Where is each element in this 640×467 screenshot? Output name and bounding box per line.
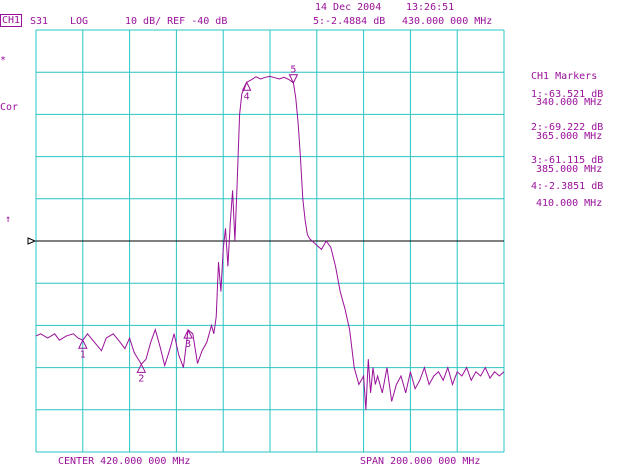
scale-ref-label: 10 dB/ REF -40 dB [125,16,228,27]
trace-s31 [35,75,505,410]
marker-1-value: 1:-63.521 dB [531,89,604,100]
marker-2-triangle-icon [136,363,147,373]
marker-2-label: 2 [138,373,144,384]
marker-3-label: 3 [185,339,191,350]
marker-1-frequency: 340.000 MHz [536,97,603,108]
center-frequency: CENTER 420.000 000 MHz [58,456,191,467]
span-frequency: SPAN 200.000 000 MHz [360,456,481,467]
marker-2-frequency: 365.000 MHz [536,131,603,142]
parameter-label: S31 [30,16,49,27]
reference-pointer-icon [27,237,37,245]
marker-2-value: 2:-69.222 dB [531,122,604,133]
marker-1-triangle-icon [77,339,88,349]
graticule-grid [35,29,505,453]
marker-4-label: 4 [244,91,250,102]
marker-5-label: 5 [290,65,296,76]
star-annotation: * [0,55,7,66]
marker-3-value: 3:-61.115 dB [531,155,604,166]
format-label: LOG [70,16,89,27]
active-marker-frequency: 430.000 000 MHz [402,16,493,27]
channel-indicator[interactable]: CH1 [0,14,23,27]
markers-panel-title: CH1 Markers [531,71,598,82]
reference-arrow-icon: ↑ [5,214,12,225]
active-marker-readout: 5:-2.4884 dB [313,16,386,27]
marker-4-frequency: 410.000 MHz [536,198,603,209]
marker-5-triangle-icon [288,74,299,84]
marker-3-triangle-icon [183,328,193,339]
trace-markers: 1 2 3 4 5 [77,65,299,384]
time: 13:26:51 [406,2,455,13]
date: 14 Dec 2004 [315,2,382,13]
marker-4-value: 4:-2.3851 dB [531,181,604,192]
marker-1-label: 1 [80,349,86,360]
cor-annotation: Cor [0,102,19,113]
marker-4-triangle-icon [241,81,252,91]
marker-3-frequency: 385.000 MHz [536,164,603,175]
